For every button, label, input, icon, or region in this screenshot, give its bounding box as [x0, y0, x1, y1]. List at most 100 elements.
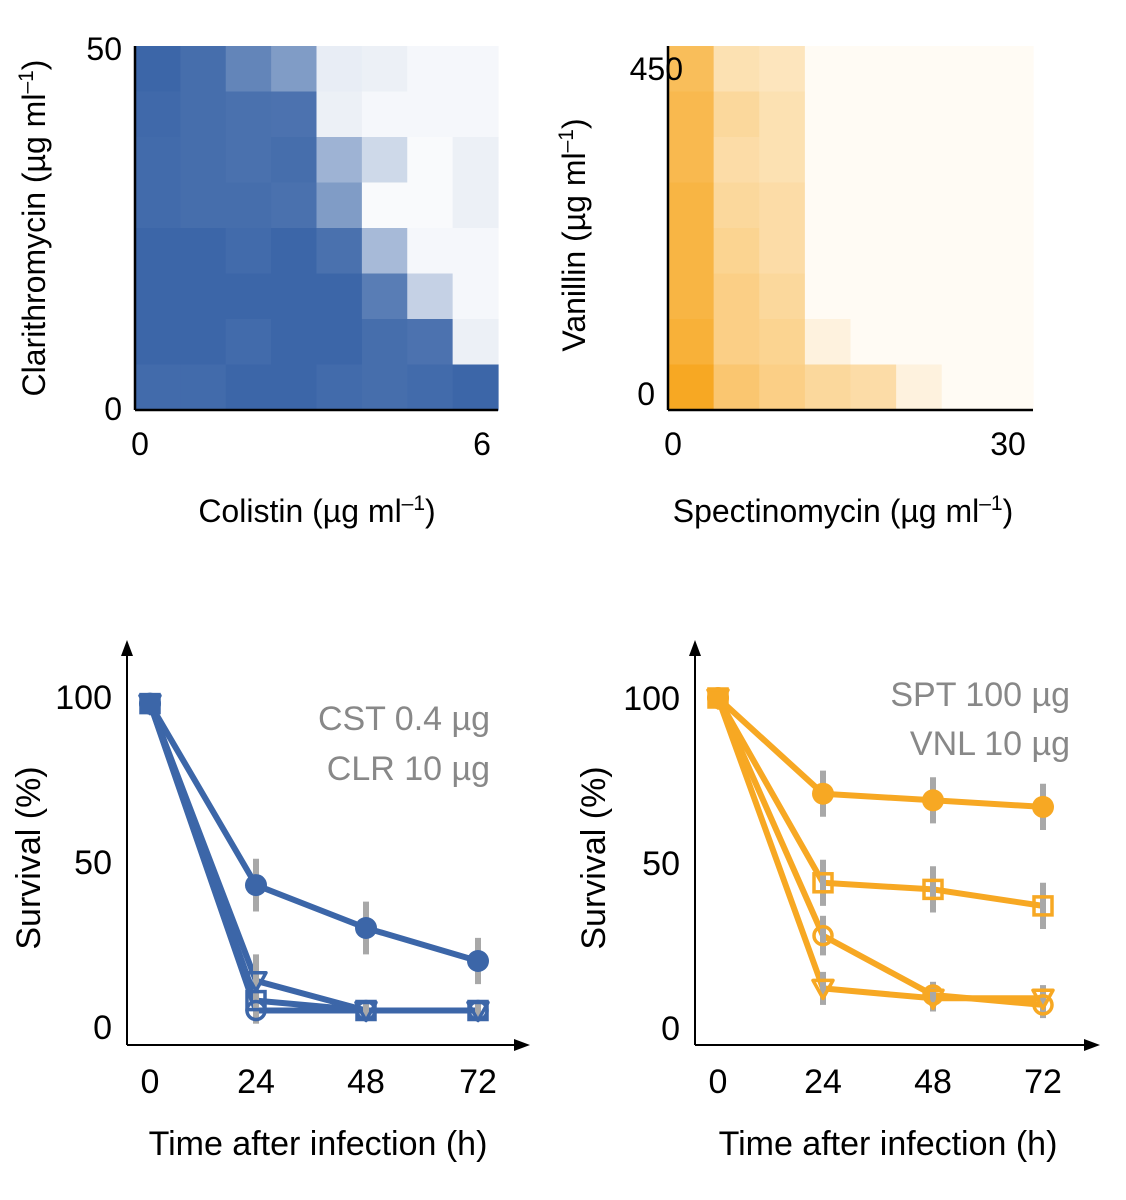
x-tick-label: 0 — [141, 1063, 160, 1101]
marker-open-circle — [245, 999, 267, 1022]
y-axis-label: Clarithromycin (µg ml–1) — [15, 60, 52, 397]
heatmap-cell — [668, 182, 715, 229]
y-tick-label: 100 — [623, 680, 680, 718]
heatmap-cell — [135, 91, 181, 138]
heatmap-cell — [225, 91, 272, 138]
heatmap-cell — [135, 364, 181, 411]
heatmap-cell — [804, 319, 852, 366]
heatmap-cell — [271, 91, 318, 138]
x-tick-label: 24 — [804, 1063, 842, 1101]
x-axis-label: Time after infection (h) — [149, 1125, 488, 1163]
y-axis-arrow — [689, 640, 701, 656]
heatmap-cell — [135, 228, 181, 275]
heatmap-cell — [452, 364, 499, 411]
heatmap-cell — [407, 228, 454, 275]
x-tick-label: 24 — [237, 1063, 275, 1101]
heatmap-cell — [361, 273, 408, 320]
heatmap-cell — [180, 228, 227, 275]
marker-open-circle — [467, 999, 489, 1022]
heatmap-cell — [668, 91, 715, 138]
heatmap-cell — [759, 364, 806, 411]
heatmap-cell — [361, 46, 408, 93]
y-tick-label: 0 — [661, 1010, 680, 1048]
heatmap-cell — [941, 273, 988, 320]
x-tick-label: 48 — [347, 1063, 385, 1101]
heatmap-cell — [759, 228, 806, 275]
heatmap-cell — [713, 137, 760, 184]
series-line-filled-circle — [715, 695, 1046, 810]
heatmap-cell — [941, 91, 988, 138]
heatmap-cell — [361, 91, 408, 138]
line-chart-spt-vnl: 0 24 48 72 0 50 100 SPT 100 µg VNL 10 µg Time… — [575, 640, 1100, 1163]
heatmap-cell — [987, 182, 1034, 229]
annotation-line-1: SPT 100 µg — [890, 676, 1070, 714]
annotation-line-2: VNL 10 µg — [910, 725, 1070, 763]
heatmap-cell — [850, 228, 897, 275]
heatmap-cell — [452, 91, 499, 138]
heatmap-cell — [225, 228, 272, 275]
heatmap-cell — [180, 364, 227, 411]
y-axis-arrow — [121, 640, 133, 656]
heatmap-cell — [987, 137, 1034, 184]
heatmap-cell — [804, 46, 852, 93]
heatmap-cell — [804, 228, 852, 275]
heatmap-cell — [316, 46, 363, 93]
y-tick-label: 50 — [74, 844, 112, 882]
series-line-filled-circle — [147, 700, 481, 964]
heatmap-cell — [180, 273, 227, 320]
heatmap-cell — [713, 273, 760, 320]
x-axis-arrow — [514, 1039, 530, 1051]
heatmap-cell — [668, 364, 715, 411]
heatmap-cell — [987, 319, 1034, 366]
heatmap-cell — [452, 46, 499, 93]
heatmap-cell — [713, 182, 760, 229]
marker-open-triangle — [1031, 988, 1055, 1011]
heatmap-cell — [759, 273, 806, 320]
y-axis-label: Survival (%) — [575, 766, 613, 949]
y-tick-label: 100 — [55, 679, 112, 717]
heatmap-cell — [271, 137, 318, 184]
marker-open-circle — [1032, 994, 1054, 1016]
y-tick-label: 0 — [104, 391, 122, 427]
heatmap-cell — [759, 182, 806, 229]
marker-open-circle — [139, 692, 161, 715]
heatmap-cell — [896, 273, 943, 320]
heatmap-cell — [804, 182, 852, 229]
x-tick-label: 48 — [914, 1063, 952, 1101]
heatmap-cell — [896, 319, 943, 366]
heatmap-cell — [987, 91, 1034, 138]
heatmap-cell — [452, 273, 499, 320]
annotation-line-1: CST 0.4 µg — [318, 700, 490, 738]
heatmap-cell — [668, 137, 715, 184]
heatmap-cell — [452, 182, 499, 229]
heatmap-cell — [713, 228, 760, 275]
heatmap-cell — [316, 364, 363, 411]
y-tick-label: 50 — [86, 31, 122, 67]
heatmap-cell — [225, 137, 272, 184]
heatmap-cell — [759, 137, 806, 184]
heatmap-cell — [407, 46, 454, 93]
heatmap-cell — [271, 319, 318, 366]
heatmap-cell — [713, 46, 760, 93]
heatmap-cell — [941, 137, 988, 184]
x-axis-label: Colistin (µg ml–1) — [198, 492, 435, 529]
series-line-open-circle — [147, 700, 481, 1014]
heatmap-cell — [225, 364, 272, 411]
heatmap-cell — [452, 228, 499, 275]
heatmap-cell — [135, 319, 181, 366]
heatmap-colistin-clarithromycin: 0 6 0 50 Colistin (µg ml–1) Clarithromyc… — [15, 31, 499, 529]
marker-open-square — [812, 872, 834, 894]
heatmap-cell — [850, 273, 897, 320]
marker-filled-circle — [355, 917, 377, 939]
heatmap-cell — [180, 319, 227, 366]
heatmap-cell — [850, 46, 897, 93]
heatmap-cell — [361, 228, 408, 275]
heatmap-cell — [713, 319, 760, 366]
heatmap-cell — [225, 319, 272, 366]
heatmap-cell — [941, 364, 988, 411]
heatmap-cell — [804, 137, 852, 184]
heatmap-cell — [225, 182, 272, 229]
heatmap-cell — [407, 364, 454, 411]
heatmap-cell — [316, 137, 363, 184]
heatmap-cell — [896, 228, 943, 275]
